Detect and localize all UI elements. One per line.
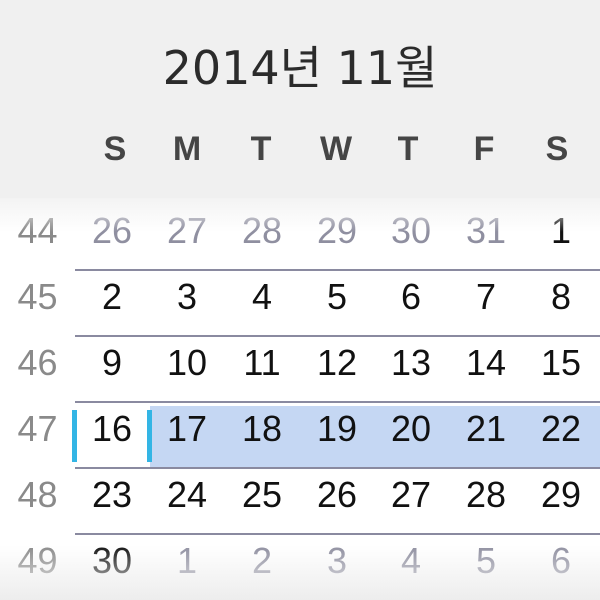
day-cell[interactable]: 21 <box>465 408 507 449</box>
week-number: 45 <box>17 276 58 317</box>
week-separator <box>75 467 600 469</box>
day-cell[interactable]: 14 <box>465 342 507 383</box>
month-title-text: 2014년 11월 <box>162 41 438 95</box>
day-cell[interactable]: 2 <box>101 276 123 317</box>
day-cell[interactable]: 30 <box>390 210 432 251</box>
weekday-label: T <box>397 130 419 168</box>
day-cell[interactable]: 25 <box>241 474 283 515</box>
calendar-header: 2014년 11월 S M T W T F S <box>0 0 600 198</box>
week-number: 48 <box>17 474 58 515</box>
weekday-label: T <box>250 130 272 168</box>
day-cell[interactable]: 4 <box>400 540 422 581</box>
week-number: 44 <box>17 210 58 251</box>
day-cell[interactable]: 5 <box>475 540 497 581</box>
week-separator <box>75 401 600 403</box>
day-cell[interactable]: 27 <box>390 474 432 515</box>
day-cell[interactable]: 28 <box>241 210 283 251</box>
weekday-label: S <box>545 130 569 168</box>
day-cell[interactable]: 2 <box>251 540 273 581</box>
day-cell[interactable]: 19 <box>316 408 358 449</box>
week-number: 47 <box>17 408 58 449</box>
day-cell[interactable]: 29 <box>316 210 358 251</box>
day-cell[interactable]: 29 <box>540 474 582 515</box>
day-cell[interactable]: 15 <box>540 342 582 383</box>
day-cell[interactable]: 24 <box>166 474 208 515</box>
weekday-label: W <box>319 130 353 168</box>
day-cell[interactable]: 10 <box>166 342 208 383</box>
day-cell[interactable]: 13 <box>390 342 432 383</box>
day-cell[interactable]: 7 <box>475 276 497 317</box>
month-title: 2014년 11월 <box>0 32 600 98</box>
day-cell[interactable]: 22 <box>540 408 582 449</box>
selected-day-indicator <box>72 410 77 462</box>
day-cell[interactable]: 8 <box>550 276 572 317</box>
day-cell[interactable]: 20 <box>390 408 432 449</box>
day-cell[interactable]: 31 <box>465 210 507 251</box>
day-cell[interactable]: 26 <box>91 210 133 251</box>
day-cell[interactable]: 1 <box>550 210 572 251</box>
day-cell[interactable]: 9 <box>101 342 123 383</box>
day-cell[interactable]: 17 <box>166 408 208 449</box>
day-cell[interactable]: 18 <box>241 408 283 449</box>
weekday-label: F <box>473 130 495 168</box>
weekday-label: S <box>103 130 127 168</box>
day-cell[interactable]: 12 <box>316 342 358 383</box>
day-cell[interactable]: 11 <box>243 342 281 383</box>
selected-week-highlight <box>150 406 600 468</box>
day-cell[interactable]: 5 <box>326 276 348 317</box>
day-cell[interactable]: 6 <box>400 276 422 317</box>
week-separator <box>75 269 600 271</box>
week-number: 49 <box>17 540 58 581</box>
day-cell[interactable]: 27 <box>166 210 208 251</box>
selected-day-indicator <box>147 410 152 462</box>
day-cell[interactable]: 30 <box>91 540 133 581</box>
day-cell[interactable]: 23 <box>91 474 133 515</box>
week-separator <box>75 335 600 337</box>
day-cell[interactable]: 16 <box>91 408 133 449</box>
day-cell[interactable]: 6 <box>550 540 572 581</box>
day-cell[interactable]: 3 <box>326 540 348 581</box>
weekday-label: M <box>172 130 202 168</box>
week-number: 46 <box>17 342 58 383</box>
week-separator <box>75 533 600 535</box>
day-cell[interactable]: 3 <box>176 276 198 317</box>
day-cell[interactable]: 4 <box>251 276 273 317</box>
day-cell[interactable]: 28 <box>465 474 507 515</box>
day-cell[interactable]: 1 <box>176 540 198 581</box>
day-cell[interactable]: 26 <box>316 474 358 515</box>
